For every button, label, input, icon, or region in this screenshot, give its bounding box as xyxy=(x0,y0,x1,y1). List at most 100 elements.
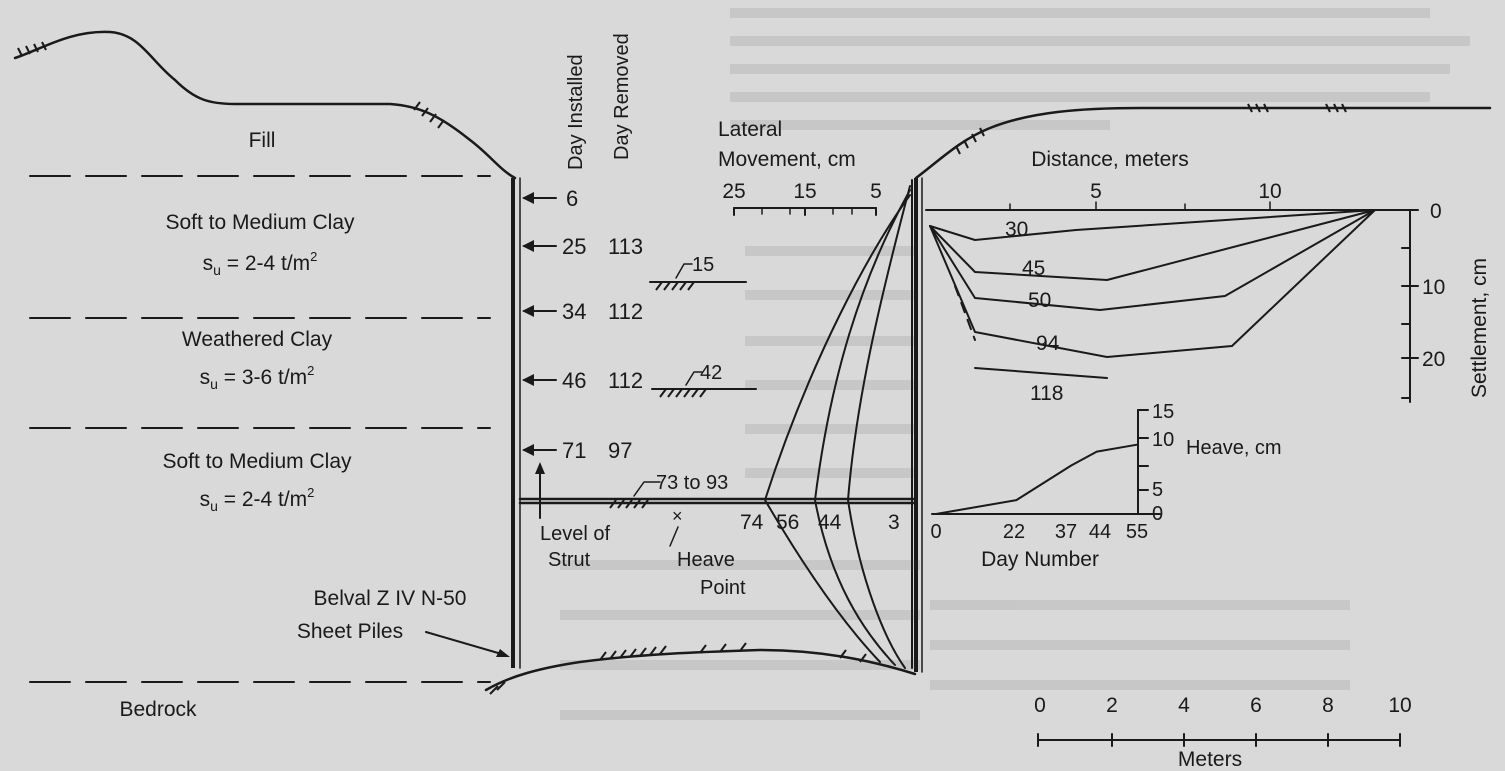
excavation-level-42-label: 42 xyxy=(700,362,722,384)
day-removed-header: Day Removed xyxy=(611,33,633,160)
strut-row-4: 46 112 xyxy=(522,368,643,393)
strut-1-installed: 6 xyxy=(566,186,578,211)
ground-surface-left xyxy=(13,30,517,180)
distance-tick-5: 5 xyxy=(1090,180,1102,203)
heave-xtick-0: 0 xyxy=(930,521,941,543)
settlement-curve-45 xyxy=(929,209,1376,281)
lateral-curve-44 xyxy=(847,185,911,669)
settlement-curve-118-dash xyxy=(954,285,976,341)
heave-series-line xyxy=(935,443,1138,515)
lateral-tick-25: 25 xyxy=(722,180,745,203)
scale-bar xyxy=(1037,733,1401,747)
lateral-label-74: 74 xyxy=(740,511,764,534)
strut-2-removed: 113 xyxy=(608,234,643,259)
scale-tick-0: 0 xyxy=(1034,694,1046,717)
settlement-curve-30 xyxy=(929,209,1376,241)
sheet-pile-type: Belval Z IV N-50 xyxy=(314,587,467,610)
sheet-pile-right xyxy=(914,177,923,673)
lateral-curve-56 xyxy=(814,189,911,666)
fill-label: Fill xyxy=(249,129,276,152)
heave-xtick-37: 37 xyxy=(1055,521,1077,543)
excavation-level-42: 42 xyxy=(651,362,757,398)
heave-ytick-5: 5 xyxy=(1152,479,1163,501)
strut-4-installed: 46 xyxy=(562,368,586,393)
layer1-su: su = 2-4 t/m2 xyxy=(203,249,318,278)
settlement-tick-20: 20 xyxy=(1422,348,1445,371)
lateral-curve-74 xyxy=(764,194,911,663)
scale-tick-6: 6 xyxy=(1250,694,1262,717)
layer2-name: Weathered Clay xyxy=(182,328,333,351)
scale-tick-8: 8 xyxy=(1322,694,1334,717)
lateral-label-56: 56 xyxy=(776,511,799,534)
settlement-axis xyxy=(1401,209,1419,403)
strut-row-3: 34 112 xyxy=(522,299,643,324)
settlement-curves xyxy=(929,209,1376,379)
settlement-curve-118 xyxy=(974,367,1108,379)
layer1-name: Soft to Medium Clay xyxy=(165,211,355,234)
scale-tick-2: 2 xyxy=(1106,694,1118,717)
level-of-strut-text-1: Level of xyxy=(540,523,610,545)
heave-ytick-15: 15 xyxy=(1152,401,1174,423)
bedrock-hatch xyxy=(489,642,867,695)
lateral-title-1: Lateral xyxy=(718,118,782,141)
heave-xtick-44: 44 xyxy=(1089,521,1111,543)
heave-xticks: 0 22 37 44 55 xyxy=(930,521,1148,543)
level-of-strut-text-2: Strut xyxy=(548,549,591,571)
distance-axis-label: Distance, meters xyxy=(1031,148,1189,171)
excavation-level-73-93: 73 to 93 xyxy=(518,472,918,509)
lateral-curves xyxy=(764,179,913,669)
settlement-label-118: 118 xyxy=(1030,382,1063,405)
strut-row-1: 6 xyxy=(522,186,578,211)
background-text-lines xyxy=(560,8,1470,720)
distance-axis-ticks xyxy=(1009,201,1271,211)
strut-3-installed: 34 xyxy=(562,299,586,324)
distance-tick-10: 10 xyxy=(1258,180,1281,203)
heave-ytick-0: 0 xyxy=(1152,503,1163,525)
excavation-level-15: 15 xyxy=(649,254,747,291)
strut-5-removed: 97 xyxy=(608,438,632,463)
sheet-pile-leader xyxy=(425,631,506,656)
heave-axes xyxy=(931,409,1161,515)
settlement-tick-0: 0 xyxy=(1430,200,1442,223)
strut-5-installed: 71 xyxy=(562,438,586,463)
ground-surface-right xyxy=(914,106,1492,180)
layer3-su: su = 2-4 t/m2 xyxy=(200,485,315,514)
bedrock-surface xyxy=(484,648,917,692)
sheet-pile-left xyxy=(511,177,521,669)
settlement-curve-50 xyxy=(929,209,1376,311)
strut-3-removed: 112 xyxy=(608,299,643,324)
sheet-pile-leader-arrow xyxy=(496,649,510,657)
lateral-title-2: Movement, cm xyxy=(718,148,856,171)
heave-xtick-22: 22 xyxy=(1003,521,1025,543)
heave-point-text-1: Heave xyxy=(677,549,735,571)
stratum-boundaries xyxy=(29,175,491,683)
strut-row-2: 25 113 xyxy=(522,234,643,259)
heave-point-text-2: Point xyxy=(700,577,746,599)
heave-point-mark: × xyxy=(672,506,683,526)
strut-4-removed: 112 xyxy=(608,368,643,393)
heave-x-label: Day Number xyxy=(981,548,1099,571)
scale-tick-4: 4 xyxy=(1178,694,1190,717)
settlement-tick-10: 10 xyxy=(1422,276,1445,299)
settlement-axis-label: Settlement, cm xyxy=(1468,258,1491,398)
strut-row-5: 71 97 xyxy=(522,438,632,463)
excavation-level-73-93-label: 73 to 93 xyxy=(656,472,728,494)
lateral-label-44: 44 xyxy=(818,511,842,534)
scale-bar-label: Meters xyxy=(1178,748,1242,771)
layer3-name: Soft to Medium Clay xyxy=(162,450,352,473)
settlement-label-94: 94 xyxy=(1036,332,1060,355)
heave-ytick-10: 10 xyxy=(1152,429,1174,451)
lateral-axis xyxy=(733,207,877,216)
heave-axis-label: Heave, cm xyxy=(1186,437,1282,459)
level-of-strut-arrow xyxy=(535,462,545,474)
settlement-label-30: 30 xyxy=(1005,218,1028,241)
sheet-pile-label: Sheet Piles xyxy=(297,620,403,643)
heave-point-leader xyxy=(669,526,679,547)
bedrock-label: Bedrock xyxy=(119,698,197,721)
ground-hatch-left xyxy=(17,41,445,129)
scale-tick-10: 10 xyxy=(1388,694,1411,717)
settlement-label-45: 45 xyxy=(1022,257,1045,280)
lateral-tick-15: 15 xyxy=(793,180,816,203)
strut-2-installed: 25 xyxy=(562,234,586,259)
